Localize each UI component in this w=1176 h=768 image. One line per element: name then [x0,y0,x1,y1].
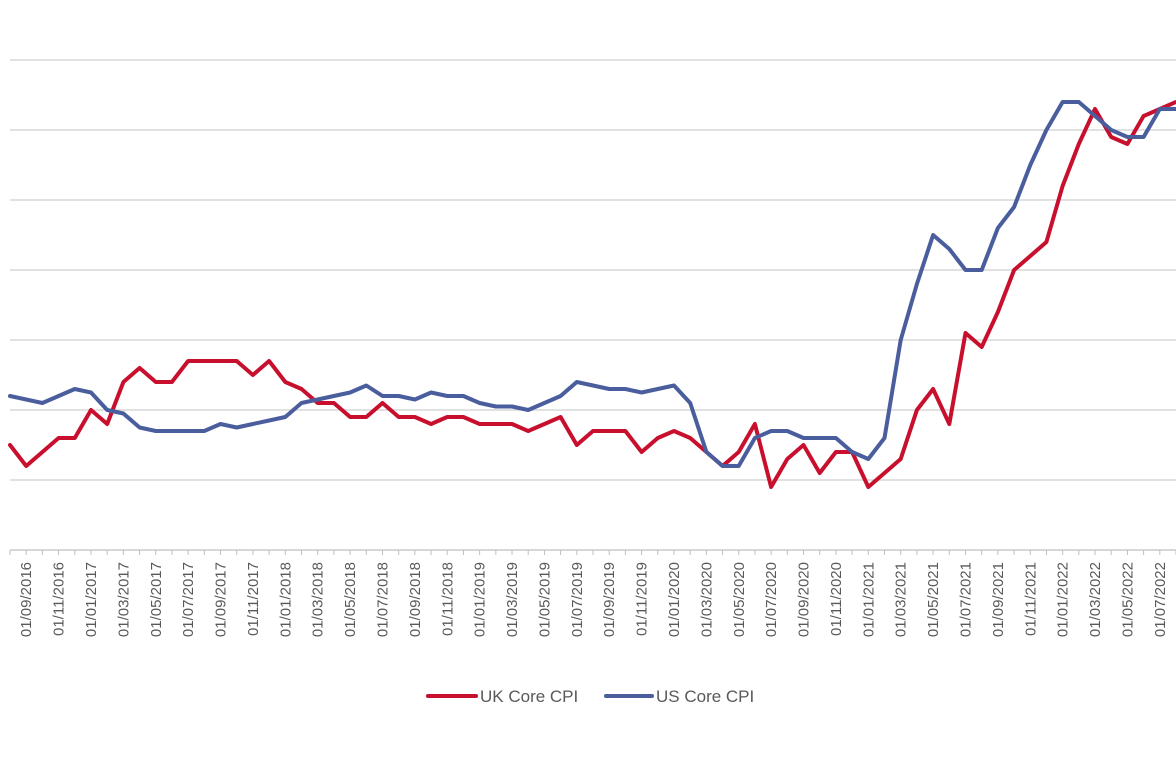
legend-label-us: US Core CPI [656,687,754,706]
x-tick-label: 01/11/2017 [245,562,262,636]
x-tick-label: 01/03/2022 [1087,562,1104,637]
legend: UK Core CPI US Core CPI [426,687,754,706]
x-tick-label: 01/09/2018 [407,562,424,637]
x-tick-label: 01/05/2022 [1119,562,1136,637]
x-tick-label: 01/01/2020 [666,562,683,637]
x-tick-label: 01/05/2020 [731,562,748,637]
x-tick-label: 01/07/2017 [180,562,197,637]
x-tick-label: 01/01/2017 [83,562,100,637]
series-line-uk-core-cpi [8,100,1176,489]
x-tick-label: 01/07/2021 [957,562,974,637]
x-tick-label: 01/03/2017 [115,562,132,637]
x-tick-label: 01/07/2020 [763,562,780,637]
x-tick-label: 01/11/2016 [51,562,68,636]
x-axis: 01/09/2016 01/11/2016 01/01/2017 01/03/2017… [9,549,1176,637]
x-tick-label: 01/03/2018 [310,562,327,637]
x-tick-label: 01/07/2018 [374,562,391,637]
x-tick-label: 01/07/2022 [1152,562,1169,637]
x-tick-label: 01/09/2020 [796,562,813,637]
gridlines [10,59,1176,481]
x-tick-label: 01/03/2020 [698,562,715,637]
x-tick-label: 01/09/2017 [213,562,230,637]
x-tick-label: 01/01/2021 [860,562,877,637]
x-tick-label: 01/11/2019 [634,562,651,636]
x-tick-label: 01/01/2018 [277,562,294,637]
x-tick-label: 01/11/2020 [828,562,845,636]
series-layer [8,100,1176,489]
x-tick-label: 01/03/2019 [504,562,521,637]
x-tick-label: 01/07/2019 [569,562,586,637]
x-tick-label: 01/09/2016 [18,562,35,637]
x-tick-label: 01/05/2019 [536,562,553,637]
x-tick-label: 01/01/2019 [472,562,489,637]
legend-label-uk: UK Core CPI [480,687,578,706]
x-tick-label: 01/03/2021 [893,562,910,637]
x-tick-label: 01/11/2021 [1022,562,1039,636]
x-tick-label: 01/05/2021 [925,562,942,637]
x-tick-label: 01/05/2018 [342,562,359,637]
x-tick-label: 01/11/2018 [439,562,456,636]
x-tick-label: 01/09/2021 [990,562,1007,637]
x-tick-label: 01/05/2017 [148,562,165,637]
x-tick-label: 01/09/2019 [601,562,618,637]
x-tick-label: 01/01/2022 [1055,562,1072,637]
series-line-us-core-cpi [8,100,1176,468]
